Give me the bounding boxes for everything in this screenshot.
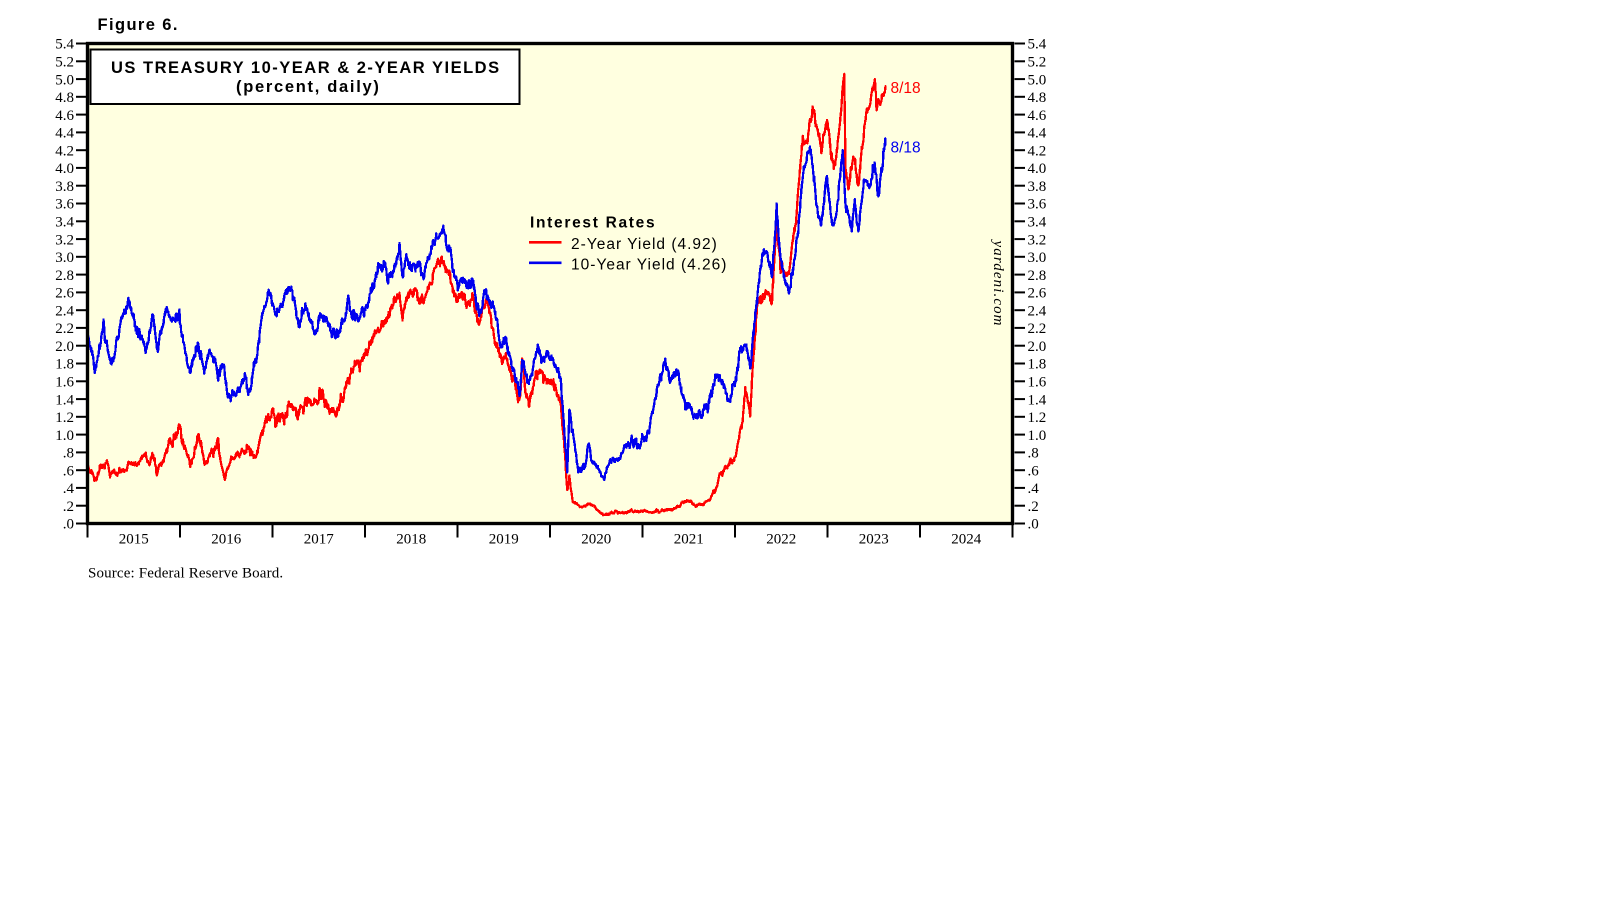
svg-text:5.2: 5.2: [55, 55, 74, 71]
svg-text:.6: .6: [63, 463, 75, 479]
svg-text:3.4: 3.4: [1028, 215, 1047, 231]
svg-text:.0: .0: [63, 517, 74, 533]
svg-text:4.8: 4.8: [1028, 90, 1047, 106]
svg-text:3.6: 3.6: [55, 197, 74, 213]
svg-text:4.4: 4.4: [1028, 126, 1047, 142]
svg-text:1.2: 1.2: [1028, 410, 1047, 426]
svg-text:1.0: 1.0: [1028, 428, 1047, 444]
svg-text:2024: 2024: [951, 532, 982, 548]
svg-text:5.4: 5.4: [1028, 37, 1047, 53]
svg-text:2.8: 2.8: [1028, 268, 1047, 284]
svg-text:3.0: 3.0: [1028, 250, 1047, 266]
svg-text:5.0: 5.0: [1028, 72, 1047, 88]
svg-text:Source: Federal Reserve Board.: Source: Federal Reserve Board.: [88, 566, 283, 582]
svg-text:.6: .6: [1028, 463, 1040, 479]
svg-text:.4: .4: [1028, 481, 1040, 497]
svg-text:2019: 2019: [489, 532, 519, 548]
svg-text:2.2: 2.2: [1028, 321, 1047, 337]
svg-text:10-Year Yield (4.26): 10-Year Yield (4.26): [571, 256, 727, 273]
svg-text:1.4: 1.4: [55, 392, 74, 408]
svg-text:1.6: 1.6: [1028, 375, 1047, 391]
svg-text:Figure 6.: Figure 6.: [98, 16, 179, 34]
svg-text:2023: 2023: [859, 532, 889, 548]
svg-text:(percent, daily): (percent, daily): [236, 78, 381, 96]
svg-text:1.0: 1.0: [55, 428, 74, 444]
svg-text:2021: 2021: [674, 532, 704, 548]
svg-text:2.4: 2.4: [55, 303, 74, 319]
svg-text:yardeni.com: yardeni.com: [990, 239, 1006, 327]
svg-text:2.0: 2.0: [55, 339, 74, 355]
svg-text:4.2: 4.2: [55, 143, 74, 159]
svg-text:4.0: 4.0: [55, 161, 74, 177]
svg-text:5.0: 5.0: [55, 72, 74, 88]
svg-text:8/18: 8/18: [891, 140, 921, 157]
svg-text:.8: .8: [1028, 446, 1039, 462]
svg-text:2020: 2020: [581, 532, 611, 548]
svg-text:3.8: 3.8: [1028, 179, 1047, 195]
svg-text:5.2: 5.2: [1028, 55, 1047, 71]
svg-text:5.4: 5.4: [55, 37, 74, 53]
svg-text:.8: .8: [63, 446, 74, 462]
svg-text:1.4: 1.4: [1028, 392, 1047, 408]
svg-text:1.8: 1.8: [55, 357, 74, 373]
svg-text:2.6: 2.6: [1028, 286, 1047, 302]
svg-text:4.2: 4.2: [1028, 143, 1047, 159]
svg-text:2.4: 2.4: [1028, 303, 1047, 319]
svg-text:4.6: 4.6: [1028, 108, 1047, 124]
svg-text:US TREASURY 10-YEAR & 2-YEAR Y: US TREASURY 10-YEAR & 2-YEAR YIELDS: [111, 59, 501, 77]
svg-text:4.4: 4.4: [55, 126, 74, 142]
svg-text:4.0: 4.0: [1028, 161, 1047, 177]
svg-text:3.4: 3.4: [55, 215, 74, 231]
svg-text:3.2: 3.2: [55, 232, 74, 248]
svg-text:Interest Rates: Interest Rates: [530, 214, 656, 231]
svg-text:.0: .0: [1028, 517, 1039, 533]
svg-text:3.0: 3.0: [55, 250, 74, 266]
svg-text:4.6: 4.6: [55, 108, 74, 124]
svg-text:2017: 2017: [304, 532, 335, 548]
svg-text:2.8: 2.8: [55, 268, 74, 284]
svg-text:2-Year Yield (4.92): 2-Year Yield (4.92): [571, 236, 718, 253]
svg-text:2016: 2016: [211, 532, 242, 548]
svg-text:2.2: 2.2: [55, 321, 74, 337]
svg-text:1.2: 1.2: [55, 410, 74, 426]
svg-text:2.6: 2.6: [55, 286, 74, 302]
svg-text:4.8: 4.8: [55, 90, 74, 106]
svg-text:2.0: 2.0: [1028, 339, 1047, 355]
svg-text:1.8: 1.8: [1028, 357, 1047, 373]
svg-text:2018: 2018: [396, 532, 426, 548]
svg-text:3.2: 3.2: [1028, 232, 1047, 248]
svg-text:2015: 2015: [119, 532, 149, 548]
svg-text:.2: .2: [63, 499, 74, 515]
svg-text:.4: .4: [63, 481, 75, 497]
svg-text:1.6: 1.6: [55, 375, 74, 391]
svg-text:3.6: 3.6: [1028, 197, 1047, 213]
svg-text:2022: 2022: [766, 532, 796, 548]
svg-text:8/18: 8/18: [891, 80, 921, 97]
svg-text:.2: .2: [1028, 499, 1039, 515]
svg-text:3.8: 3.8: [55, 179, 74, 195]
